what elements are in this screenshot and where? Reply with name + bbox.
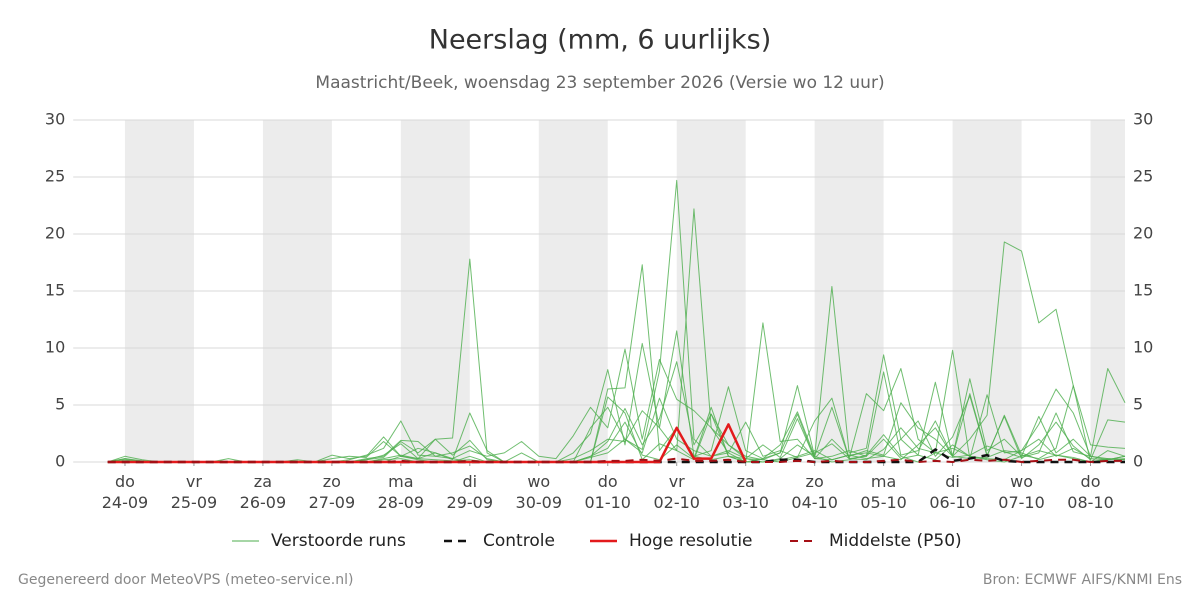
y2-tick-label: 25 <box>1133 167 1153 186</box>
series-line <box>107 457 1125 463</box>
chart-title: Neerslag (mm, 6 uurlijks) <box>429 25 771 56</box>
legend-label: Controle <box>483 531 555 551</box>
x-tick-label: za 26-09 <box>240 472 287 512</box>
y2-tick-label: 10 <box>1133 338 1153 357</box>
x-tick-label: di 29-09 <box>447 472 494 512</box>
x-tick-label: do 24-09 <box>102 472 149 512</box>
y2-tick-label: 30 <box>1133 110 1153 129</box>
x-tick-label: wo 07-10 <box>998 472 1045 512</box>
y-tick-label: 30 <box>45 110 65 129</box>
y-tick-label: 0 <box>55 452 65 471</box>
x-tick-label: za 03-10 <box>722 472 769 512</box>
y2-tick-label: 0 <box>1133 452 1143 471</box>
y2-tick-label: 20 <box>1133 224 1153 243</box>
y-tick-label: 10 <box>45 338 65 357</box>
y-tick-label: 5 <box>55 395 65 414</box>
y-tick-label: 15 <box>45 281 65 300</box>
x-tick-label: zo 27-09 <box>309 472 356 512</box>
x-tick-label: do 08-10 <box>1067 472 1114 512</box>
x-tick-label: ma 28-09 <box>378 472 425 512</box>
x-tick-label: di 06-10 <box>929 472 976 512</box>
y2-tick-label: 15 <box>1133 281 1153 300</box>
x-tick-label: zo 04-10 <box>791 472 838 512</box>
x-tick-label: ma 05-10 <box>860 472 907 512</box>
x-tick-label: do 01-10 <box>584 472 631 512</box>
series-line <box>107 423 747 464</box>
y-tick-label: 20 <box>45 224 65 243</box>
legend-label: Middelste (P50) <box>829 531 962 551</box>
chart-subtitle: Maastricht/Beek, woensdag 23 september 2… <box>315 73 884 93</box>
footer-right: Bron: ECMWF AIFS/KNMI Ens <box>983 572 1182 588</box>
x-tick-label: vr 02-10 <box>653 472 700 512</box>
legend-label: Verstoorde runs <box>271 531 406 551</box>
x-tick-label: vr 25-09 <box>171 472 218 512</box>
y-tick-label: 25 <box>45 167 65 186</box>
y2-tick-label: 5 <box>1133 395 1143 414</box>
legend-label: Hoge resolutie <box>629 531 753 551</box>
footer-left: Gegenereerd door MeteoVPS (meteo-service… <box>18 572 353 588</box>
x-tick-label: wo 30-09 <box>516 472 563 512</box>
